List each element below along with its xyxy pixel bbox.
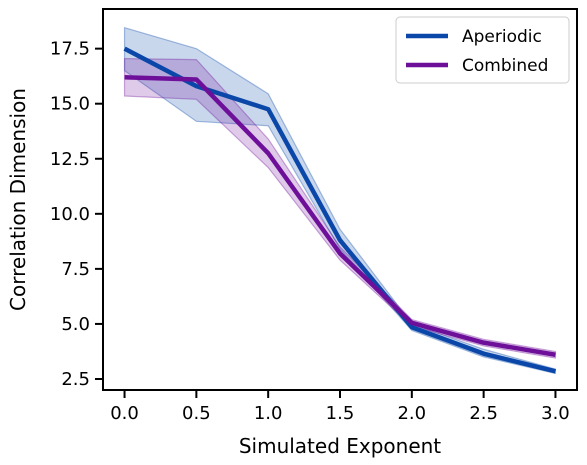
x-tick-label: 3.0: [541, 403, 570, 424]
y-tick-label: 15.0: [50, 94, 90, 115]
x-tick-label: 1.5: [326, 403, 355, 424]
y-tick-label: 12.5: [50, 149, 90, 170]
y-axis-label: Correlation Dimension: [6, 88, 30, 311]
series-line-combined: [124, 75, 556, 357]
series-lines: [123, 46, 556, 374]
y-tick-label: 2.5: [61, 369, 90, 390]
x-tick-label: 1.0: [254, 403, 283, 424]
legend-label-combined: Combined: [462, 56, 548, 76]
x-tick-label: 2.5: [469, 403, 498, 424]
y-tick-label: 7.5: [61, 259, 90, 280]
band-combined: [123, 57, 557, 359]
y-tick-label: 10.0: [50, 204, 90, 225]
y-axis-ticks: 2.5 5.0 7.5 10.0 12.5 15.0 17.5: [50, 39, 103, 390]
y-tick-label: 5.0: [61, 314, 90, 335]
x-tick-label: 2.0: [397, 403, 426, 424]
y-tick-label: 17.5: [50, 39, 90, 60]
x-tick-label: 0.0: [110, 403, 139, 424]
x-axis-label: Simulated Exponent: [239, 434, 441, 458]
x-axis-ticks: 0.0 0.5 1.0 1.5 2.0 2.5 3.0: [110, 390, 570, 424]
legend-label-aperiodic: Aperiodic: [462, 27, 542, 47]
x-tick-label: 0.5: [182, 403, 211, 424]
legend: Aperiodic Combined: [395, 16, 570, 84]
